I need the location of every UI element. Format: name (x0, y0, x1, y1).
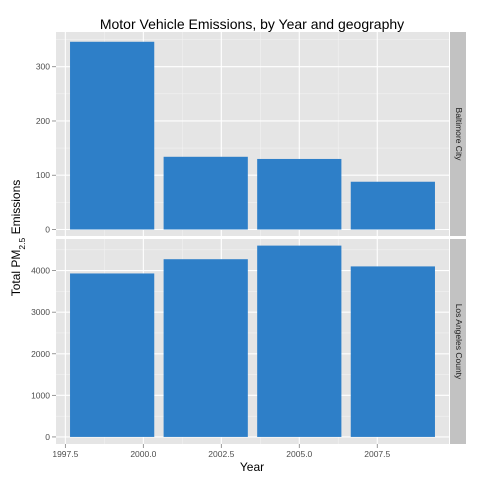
x-tick-label: 2007.5 (364, 449, 390, 459)
x-tick-label: 1997.5 (52, 449, 78, 459)
y-tick-label: 0 (45, 432, 50, 442)
y-tick-label: 4000 (31, 266, 50, 276)
y-tick-label: 2000 (31, 349, 50, 359)
bar (257, 245, 342, 437)
x-tick-label: 2002.5 (208, 449, 234, 459)
facet-panel: 0 100 200 300 Baltimore City (36, 32, 466, 236)
facet-strip (450, 239, 466, 444)
y-tick-label: 1000 (31, 390, 50, 400)
y-tick-label: 0 (45, 224, 50, 234)
x-tick-label: 2005.0 (286, 449, 312, 459)
x-axis-title: Year (240, 460, 264, 474)
bar (163, 156, 248, 230)
facet-panel: 0 1000 2000 3000 4000 Los Angeles County (31, 239, 466, 444)
x-axis: 1997.5 2000.0 2002.5 2005.0 2007.5 (52, 444, 391, 459)
x-tick-label: 2000.0 (130, 449, 156, 459)
bar (257, 158, 342, 230)
bar (163, 259, 248, 437)
facet-strip-label: Los Angeles County (454, 304, 464, 380)
facet-strip (450, 32, 466, 236)
y-tick-label: 100 (36, 170, 50, 180)
facet-panels: 0 100 200 300 Baltimore City 0 1000 2000 3000 400… (31, 32, 466, 444)
y-tick-label: 3000 (31, 307, 50, 317)
y-axis-title-suffix: Emissions (9, 180, 23, 238)
y-axis-title: Total PM2.5 Emissions (9, 180, 27, 297)
bar (350, 181, 435, 230)
chart-title: Motor Vehicle Emissions, by Year and geo… (100, 16, 404, 32)
y-tick-label: 200 (36, 116, 50, 126)
bar (70, 41, 155, 230)
y-axis-title-subscript: 2.5 (17, 237, 27, 249)
facet-strip-label: Baltimore City (454, 108, 464, 162)
bar (70, 273, 155, 437)
bar (350, 266, 435, 437)
y-axis-title-prefix: Total PM (9, 250, 23, 297)
y-tick-label: 300 (36, 62, 50, 72)
